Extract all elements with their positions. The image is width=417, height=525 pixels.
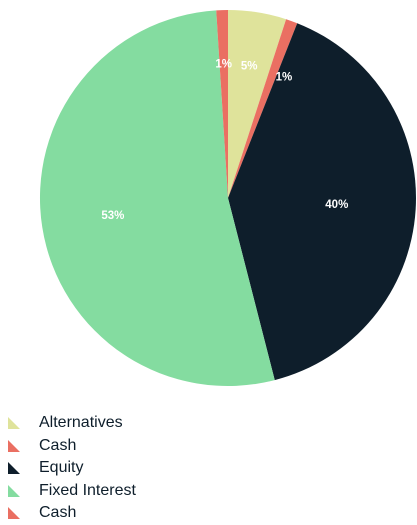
legend-triangle-icon <box>8 439 20 452</box>
pie-chart-svg: 5% 1% 40% 53% 1% <box>39 9 416 387</box>
legend-label: Equity <box>39 459 84 477</box>
chart-legend: Alternatives Cash Equity Fixed Interest Cash <box>8 412 136 525</box>
legend-triangle-icon <box>8 507 20 520</box>
legend-triangle-icon <box>8 462 20 475</box>
pie-slice-cash-4[interactable] <box>216 9 228 198</box>
legend-label: Alternatives <box>39 414 123 432</box>
pie-slice-label-3: 53% <box>101 210 124 222</box>
legend-label: Cash <box>39 504 77 522</box>
legend-label: Cash <box>39 436 77 454</box>
legend-item-fixed-interest-3[interactable]: Fixed Interest <box>8 480 136 503</box>
legend-item-cash-1[interactable]: Cash <box>8 435 136 458</box>
pie-slice-label-1: 1% <box>276 72 293 84</box>
legend-triangle-icon <box>8 417 20 430</box>
pie-slice-cash-1[interactable] <box>228 19 298 199</box>
pie-chart: 5% 1% 40% 53% 1% <box>39 9 416 387</box>
pie-slice-alternatives-0[interactable] <box>228 10 287 198</box>
legend-label: Fixed Interest <box>39 481 136 499</box>
legend-triangle-icon <box>8 484 20 497</box>
pie-slice-label-4: 1% <box>215 59 232 71</box>
legend-item-equity-2[interactable]: Equity <box>8 457 136 480</box>
pie-slice-label-0: 5% <box>241 60 258 72</box>
legend-item-alternatives-0[interactable]: Alternatives <box>8 412 136 435</box>
legend-item-cash-4[interactable]: Cash <box>8 502 136 525</box>
pie-slice-equity-2[interactable] <box>228 23 416 381</box>
pie-slice-label-2: 40% <box>325 199 348 211</box>
pie-slice-fixed-interest-3[interactable] <box>39 10 275 387</box>
